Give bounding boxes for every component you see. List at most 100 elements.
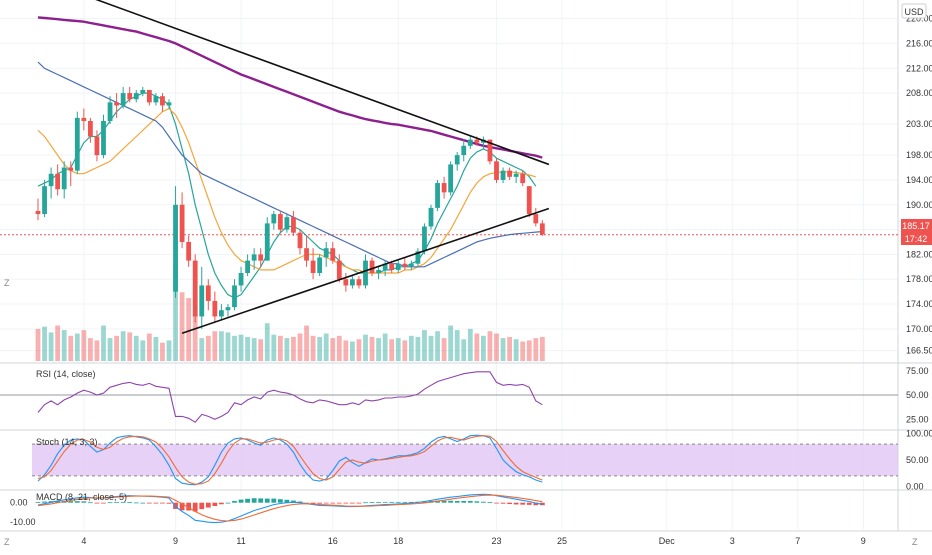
volume-bar xyxy=(454,330,460,361)
stoch-tick-label: 50.00 xyxy=(906,455,929,465)
candle-body xyxy=(330,248,336,261)
candle-body xyxy=(448,164,454,193)
volume-bar xyxy=(120,331,126,361)
macd-label[interactable]: MACD (8, 21, close, 5) xyxy=(36,492,127,502)
volume-bar xyxy=(61,330,67,361)
candle-body xyxy=(310,260,316,274)
price-tick-label: 194.00 xyxy=(906,175,932,185)
macd-histogram-bar xyxy=(330,502,336,504)
candle-body xyxy=(160,96,165,106)
candle-body xyxy=(507,170,512,177)
candle-body xyxy=(422,226,427,252)
grid-lines xyxy=(0,0,932,532)
volume-bar xyxy=(55,325,61,361)
bottom-left-mark: Z xyxy=(4,537,10,547)
price-tick-label: 220.00 xyxy=(906,14,932,24)
volume-bar xyxy=(68,335,74,361)
rsi-tick-label: 75.00 xyxy=(906,366,929,376)
volume-bar xyxy=(107,338,113,361)
candle-body xyxy=(461,145,467,156)
candle-body xyxy=(186,242,192,261)
volume-bar xyxy=(481,335,486,361)
macd-histogram-bar xyxy=(284,499,290,503)
macd-histogram-bar xyxy=(291,500,296,503)
volume-bar xyxy=(48,332,54,361)
volume-bar xyxy=(133,335,139,361)
candle-body xyxy=(533,214,539,224)
candle-body xyxy=(114,102,119,106)
volume-bar xyxy=(173,266,178,361)
candle-body xyxy=(277,214,283,230)
volume-bar xyxy=(225,332,231,361)
volume-bar xyxy=(297,333,303,361)
price-axis[interactable]: 220.00 216.00 212.00 208.00 203.00 198.00 194.… xyxy=(10,14,932,528)
candle-body xyxy=(350,279,355,286)
volume-bar xyxy=(199,338,205,361)
volume-bar xyxy=(415,336,421,361)
volume-bar xyxy=(467,328,473,361)
volume-bar xyxy=(35,328,41,361)
macd-histogram-bar xyxy=(402,501,408,503)
stoch-band xyxy=(32,444,898,476)
candle-body xyxy=(55,173,61,190)
time-axis[interactable]: 4 9 11 16 18 23 25 Dec 3 7 9 xyxy=(81,536,865,546)
macd-histogram-bar xyxy=(526,502,532,505)
macd-histogram-bar xyxy=(408,501,414,503)
macd-signal-line xyxy=(37,494,543,522)
volume-bar xyxy=(487,331,493,361)
candle-body xyxy=(179,204,185,242)
macd-histogram-bar xyxy=(192,502,198,512)
currency-label: USD xyxy=(904,7,924,17)
candle-body xyxy=(382,263,388,270)
candle-body xyxy=(192,260,198,317)
rsi-line xyxy=(37,371,543,423)
price-tick-label: 166.50 xyxy=(906,346,932,356)
candle-body xyxy=(369,260,375,274)
currency-badge[interactable] xyxy=(901,3,927,19)
macd-histogram-bar xyxy=(520,502,526,505)
candle-body xyxy=(35,210,41,215)
rsi-label[interactable]: RSI (14, close) xyxy=(36,369,96,379)
volume-bar xyxy=(186,298,192,361)
macd-histogram-bar xyxy=(258,498,264,503)
macd-histogram-bar xyxy=(467,500,473,503)
time-tick-label: 9 xyxy=(861,536,866,546)
price-tick-label: 208.00 xyxy=(906,88,932,98)
macd-histogram-bar xyxy=(35,502,41,503)
macd-histogram-bar xyxy=(323,502,329,504)
volume-bar xyxy=(382,333,388,361)
candle-body xyxy=(173,204,178,292)
volume-bar xyxy=(395,338,401,361)
macd-histogram-bar xyxy=(454,500,460,503)
volume-bar xyxy=(350,341,355,361)
last-price-label: 185.17 xyxy=(902,221,930,231)
volume-bar xyxy=(284,338,290,361)
macd-histogram-bar xyxy=(55,500,61,503)
volume-bar xyxy=(474,333,480,361)
macd-histogram-bar xyxy=(474,501,480,503)
candle-body xyxy=(88,121,93,137)
candle-body xyxy=(251,254,257,261)
macd-histogram-bar xyxy=(304,502,309,504)
candle-body xyxy=(140,89,146,94)
candle-body xyxy=(408,263,414,267)
stoch-label[interactable]: Stoch (14, 3, 3) xyxy=(36,437,98,447)
volume-bar xyxy=(461,339,467,361)
candle-body xyxy=(395,263,401,270)
candle-body xyxy=(258,254,264,261)
volume-bar xyxy=(507,336,512,361)
volume-bar xyxy=(448,325,454,361)
candle-body xyxy=(291,217,296,233)
candle-body xyxy=(297,232,303,249)
rsi-tick-label: 25.00 xyxy=(906,414,929,424)
volume-bar xyxy=(422,330,427,361)
volume-bar xyxy=(114,335,119,361)
candle-body xyxy=(513,173,519,177)
time-tick-label: Dec xyxy=(659,536,676,546)
price-tick-label: 174.00 xyxy=(906,299,932,309)
trendlines[interactable] xyxy=(38,0,550,334)
price-tick-label: 170.00 xyxy=(906,324,932,334)
macd-histogram-bar xyxy=(461,500,467,503)
